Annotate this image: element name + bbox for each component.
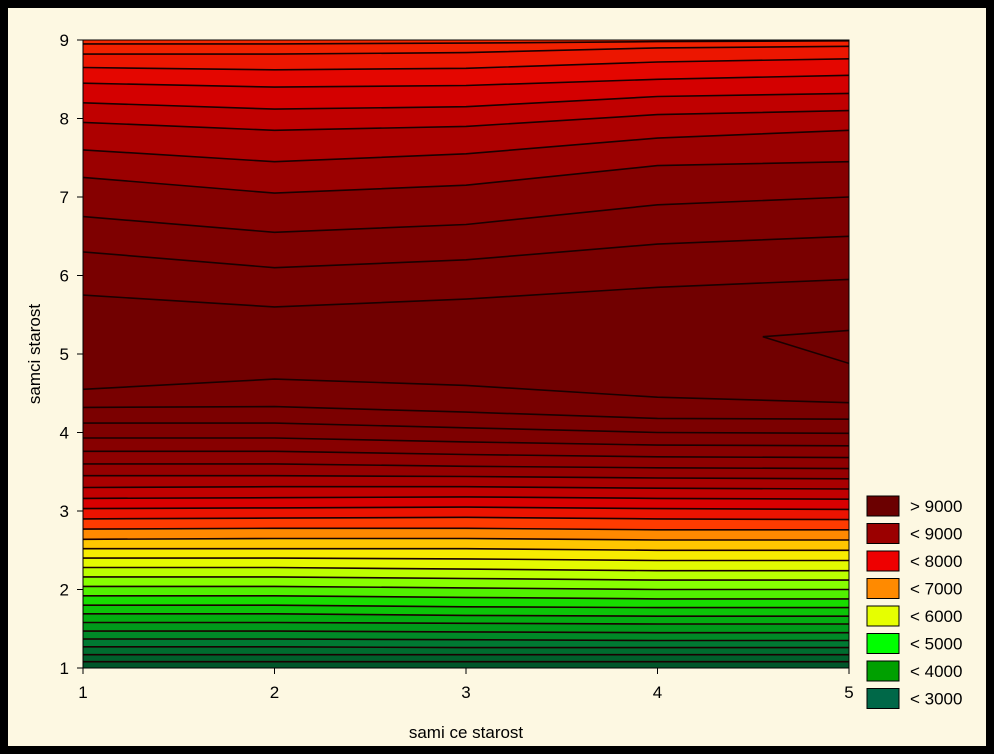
x-tick-label: 3: [461, 683, 470, 702]
legend: > 9000 < 9000 < 8000 < 7000 < 6000 < 5000 < 40…: [867, 496, 962, 709]
x-tick-label: 4: [653, 683, 662, 702]
legend-swatch: [867, 579, 899, 599]
legend-swatch: [867, 634, 899, 654]
legend-swatch: [867, 551, 899, 571]
legend-label: < 9000: [910, 525, 962, 544]
legend-swatch: [867, 661, 899, 681]
y-axis: 1 2 3 4 5 6 7 8 9: [60, 31, 83, 678]
x-tick-label: 2: [270, 683, 279, 702]
contour-line: [83, 647, 849, 648]
legend-label: > 9000: [910, 497, 962, 516]
y-tick-label: 5: [60, 345, 69, 364]
legend-swatch: [867, 689, 899, 709]
x-tick-label: 1: [78, 683, 87, 702]
legend-label: < 8000: [910, 552, 962, 571]
contour-band: [83, 655, 849, 662]
legend-swatch: [867, 496, 899, 516]
y-tick-label: 9: [60, 31, 69, 50]
y-tick-label: 1: [60, 659, 69, 678]
y-tick-label: 6: [60, 267, 69, 286]
y-tick-label: 7: [60, 188, 69, 207]
y-tick-label: 4: [60, 424, 69, 443]
y-tick-label: 8: [60, 110, 69, 129]
x-axis: 1 2 3 4 5: [78, 668, 853, 702]
x-tick-label: 5: [844, 683, 853, 702]
legend-label: < 3000: [910, 690, 962, 709]
legend-label: < 6000: [910, 607, 962, 626]
contour-band: [83, 662, 849, 668]
plot-area: [83, 40, 849, 668]
legend-swatch: [867, 524, 899, 544]
legend-label: < 4000: [910, 662, 962, 681]
x-axis-label: sami ce starost: [409, 723, 524, 742]
legend-swatch: [867, 606, 899, 626]
y-tick-label: 3: [60, 502, 69, 521]
y-tick-label: 2: [60, 581, 69, 600]
legend-label: < 7000: [910, 580, 962, 599]
legend-label: < 5000: [910, 635, 962, 654]
y-axis-label: samci starost: [25, 304, 44, 404]
